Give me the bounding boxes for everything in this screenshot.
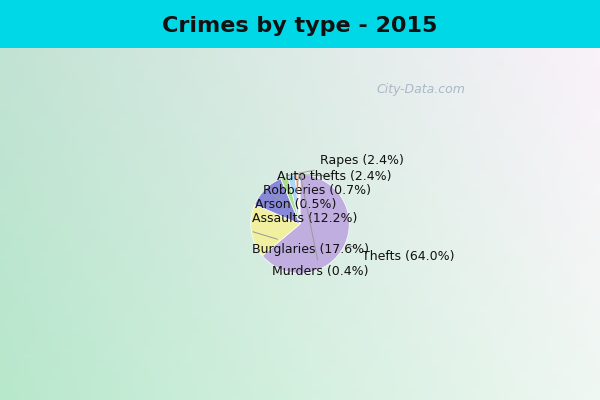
Wedge shape (281, 176, 300, 224)
Text: Burglaries (17.6%): Burglaries (17.6%) (252, 232, 369, 256)
Wedge shape (251, 205, 300, 256)
Text: Thefts (64.0%): Thefts (64.0%) (348, 246, 454, 263)
Text: City-Data.com: City-Data.com (377, 83, 466, 96)
Text: Auto thefts (2.4%): Auto thefts (2.4%) (277, 170, 392, 183)
Wedge shape (299, 175, 300, 224)
Wedge shape (295, 175, 300, 224)
Wedge shape (254, 179, 300, 224)
Text: Rapes (2.4%): Rapes (2.4%) (287, 154, 404, 176)
Text: Crimes by type - 2015: Crimes by type - 2015 (163, 16, 437, 36)
Wedge shape (297, 175, 300, 224)
Text: Murders (0.4%): Murders (0.4%) (272, 176, 368, 278)
Text: Arson (0.5%): Arson (0.5%) (255, 176, 337, 211)
Wedge shape (262, 175, 349, 273)
Text: Assaults (12.2%): Assaults (12.2%) (252, 190, 358, 225)
Text: Robberies (0.7%): Robberies (0.7%) (263, 176, 371, 197)
Wedge shape (288, 175, 300, 224)
